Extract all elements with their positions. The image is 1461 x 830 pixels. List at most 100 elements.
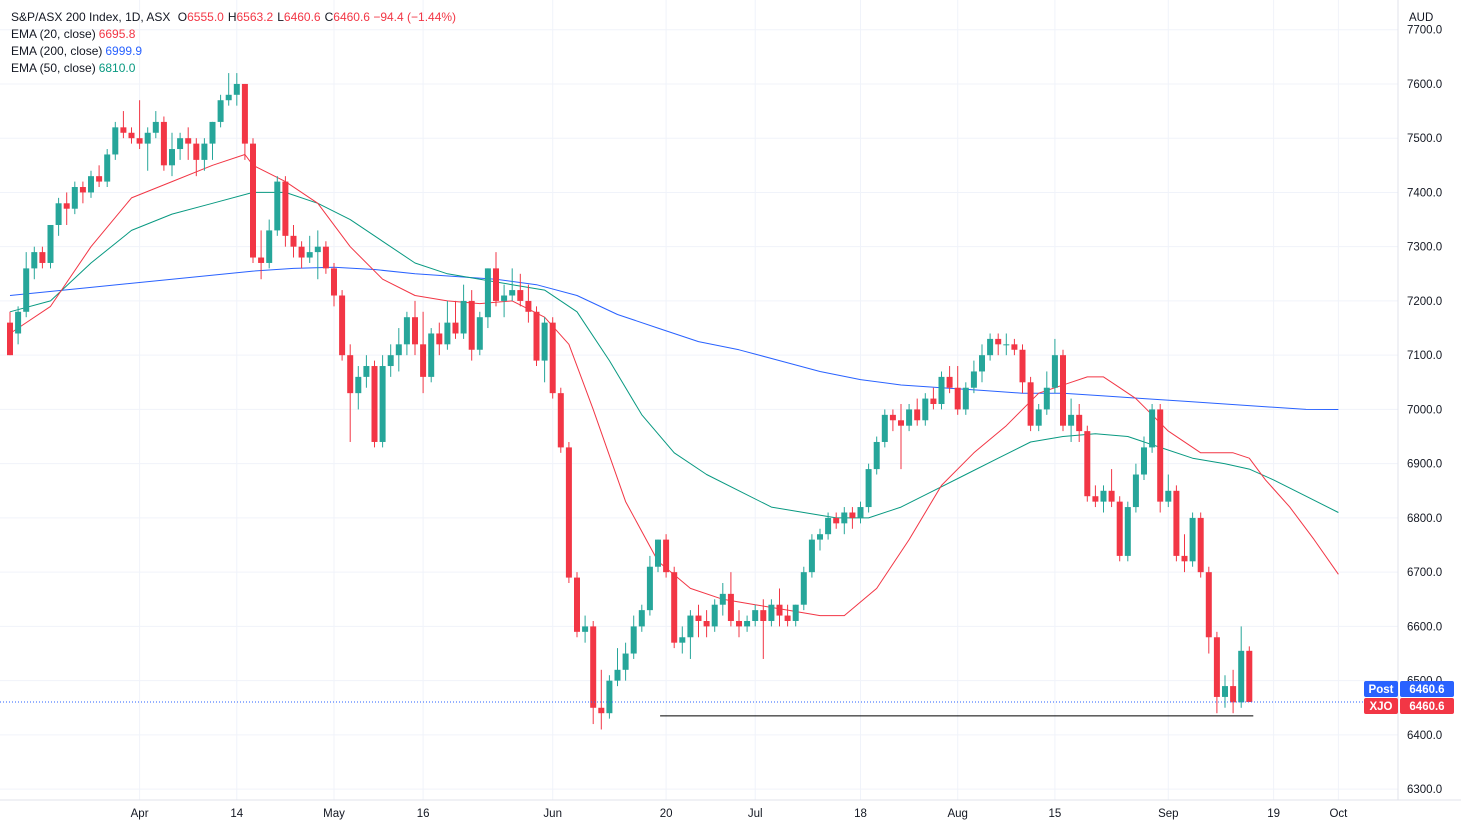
candle <box>711 599 718 632</box>
candle-body <box>355 376 362 394</box>
candle <box>23 252 30 318</box>
candle-body <box>679 637 686 643</box>
candle-body <box>1011 344 1018 350</box>
candle-body <box>79 187 86 193</box>
price-tag-label: Post <box>1369 684 1394 696</box>
candle-body <box>962 387 969 410</box>
x-tick-label: 16 <box>417 808 430 820</box>
candle <box>322 241 329 274</box>
candle-body <box>808 539 815 573</box>
indicator-row[interactable]: EMA (20, close) 6695.8 <box>11 26 456 43</box>
candle <box>703 610 710 638</box>
candle <box>1246 646 1253 703</box>
candle-body <box>1132 474 1139 508</box>
x-tick-label: 20 <box>660 808 673 820</box>
x-tick-label: May <box>323 808 345 820</box>
candle <box>590 620 597 725</box>
candle <box>606 675 613 719</box>
candle <box>331 262 337 307</box>
y-axis[interactable]: AUD6300.06400.06500.06600.06700.06800.06… <box>1397 0 1442 800</box>
candle <box>1124 501 1131 562</box>
candle <box>655 539 661 573</box>
overlays <box>0 701 1398 717</box>
candle-body <box>509 290 516 296</box>
candle <box>687 610 694 659</box>
candle <box>727 572 734 627</box>
candle-body <box>15 311 22 334</box>
candle <box>290 224 297 258</box>
candle-body <box>744 620 751 627</box>
candle <box>177 132 184 160</box>
candle <box>784 604 791 627</box>
candle-body <box>970 371 977 388</box>
candle-body <box>371 366 378 442</box>
indicator-row[interactable]: EMA (200, close) 6999.9 <box>11 43 456 60</box>
candle-body <box>792 604 799 621</box>
candle-body <box>946 376 953 388</box>
candle-body <box>582 626 589 632</box>
x-axis[interactable]: Apr 14 May 16 Jun 20 Jul 18 Aug 15 Sep 19 Oct <box>0 799 1461 820</box>
candle <box>484 268 491 329</box>
candle-body <box>922 398 929 421</box>
candle <box>395 328 402 372</box>
candle <box>1027 376 1034 432</box>
y-tick-label: 7100.0 <box>1407 350 1442 362</box>
candle <box>501 284 508 318</box>
x-tick-label: 19 <box>1267 808 1280 820</box>
candle-body <box>1238 650 1245 703</box>
candle-body <box>217 100 224 122</box>
candle <box>970 360 977 394</box>
candle-body <box>266 230 273 263</box>
candle-body <box>889 414 896 421</box>
y-tick-label: 7500.0 <box>1407 133 1442 145</box>
candle-body <box>614 669 621 681</box>
candle-body <box>695 615 702 621</box>
candle-body <box>1019 349 1026 383</box>
candle-body <box>873 441 880 470</box>
candle-body <box>452 322 459 334</box>
candle-body <box>1124 507 1131 556</box>
ohlc-key: L <box>277 10 284 24</box>
ohlc-c: C6460.6 <box>325 10 370 24</box>
indicator-list: EMA (20, close) 6695.8 EMA (200, close) 699… <box>11 26 456 77</box>
candle-body <box>233 83 240 95</box>
candle-body <box>557 393 564 448</box>
candle-body <box>88 176 94 193</box>
indicator-row[interactable]: EMA (50, close) 6810.0 <box>11 60 456 77</box>
candle-body <box>403 317 410 345</box>
candle <box>630 615 637 659</box>
candle-body <box>525 300 532 312</box>
y-tick-label: 7300.0 <box>1407 242 1442 254</box>
candle <box>517 273 524 307</box>
candle <box>841 507 848 535</box>
ohlc-key: C <box>324 10 334 24</box>
candle <box>428 328 435 383</box>
candle-body <box>395 344 402 356</box>
y-tick-label: 6600.0 <box>1407 621 1442 633</box>
candle-body <box>954 387 961 410</box>
price-tag-label-bg <box>1364 681 1398 697</box>
candle <box>169 132 175 177</box>
candle-body <box>906 409 913 426</box>
candle <box>760 599 767 659</box>
indicator-label: EMA (20, close) <box>11 27 96 41</box>
candle-body <box>493 268 499 301</box>
candle <box>622 642 629 681</box>
candle-body <box>930 398 937 404</box>
candle-body <box>112 127 119 155</box>
candle <box>671 566 678 649</box>
candle <box>541 317 548 383</box>
candle-body <box>1092 496 1099 502</box>
candle <box>468 290 475 361</box>
candle-body <box>1157 409 1164 502</box>
candle-body <box>736 620 742 627</box>
candle-body <box>671 572 678 643</box>
candle <box>1173 485 1180 562</box>
candle <box>339 290 346 361</box>
candle-body <box>152 121 159 133</box>
candle <box>646 555 653 616</box>
candle-body <box>250 143 256 258</box>
candle-body <box>1173 490 1180 556</box>
candle <box>857 501 864 524</box>
